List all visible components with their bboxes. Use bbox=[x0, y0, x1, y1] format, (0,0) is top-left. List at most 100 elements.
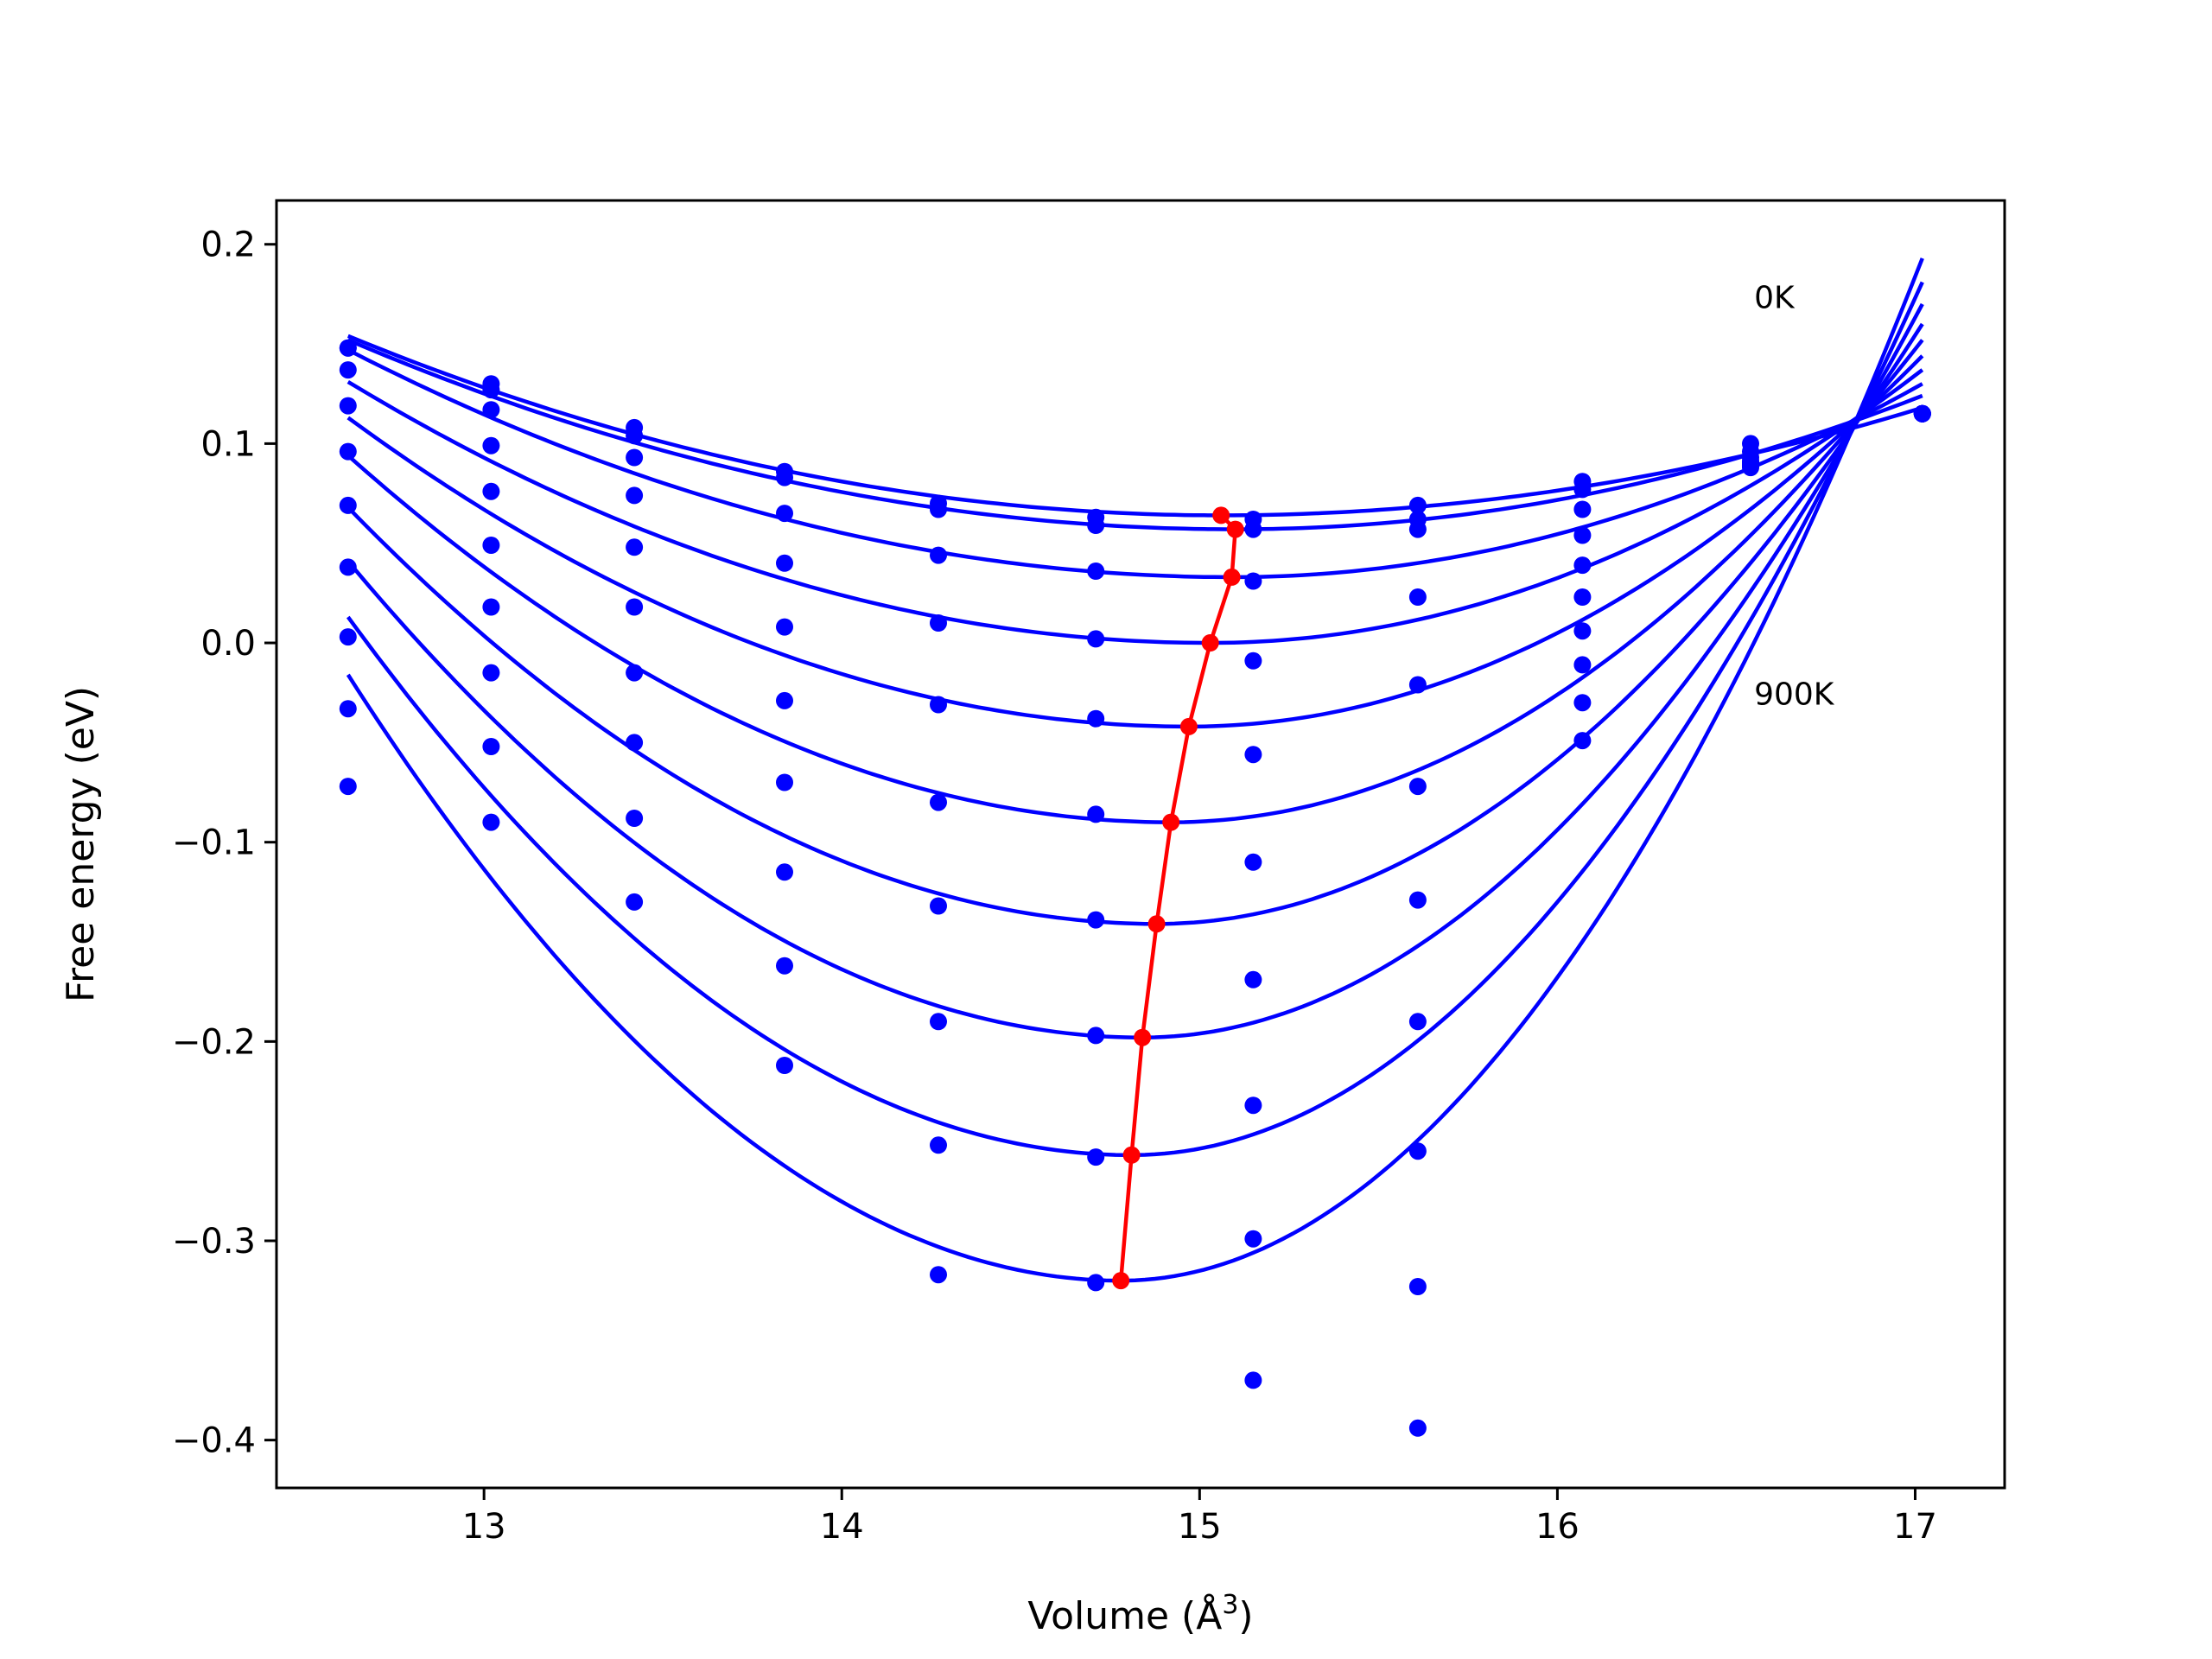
data-point-4-3 bbox=[776, 618, 793, 636]
data-point-4-8 bbox=[1573, 556, 1592, 575]
data-point-6-6 bbox=[1244, 970, 1262, 988]
data-point-7-1 bbox=[482, 664, 500, 682]
data-point-7-8 bbox=[1573, 656, 1592, 674]
y-tick-label-5: −0.3 bbox=[172, 1222, 256, 1262]
data-point-3-5 bbox=[1087, 630, 1105, 648]
data-point-8-0 bbox=[339, 700, 357, 718]
data-point-5-4 bbox=[930, 793, 947, 811]
data-point-4-0 bbox=[339, 442, 357, 461]
fit-curve-1 bbox=[346, 338, 1923, 531]
data-point-7-2 bbox=[626, 734, 644, 752]
data-point-5-1 bbox=[482, 537, 500, 554]
data-point-8-7 bbox=[1408, 1142, 1427, 1160]
data-point-9-2 bbox=[626, 893, 644, 911]
data-point-4-2 bbox=[626, 538, 644, 556]
data-point-8-3 bbox=[776, 957, 793, 975]
data-point-5-8 bbox=[1573, 588, 1592, 606]
data-point-1-0 bbox=[339, 339, 357, 357]
x-axis-label-main: Volume (Å bbox=[1027, 1592, 1222, 1638]
data-point-6-2 bbox=[626, 664, 644, 682]
data-point-9-10 bbox=[1913, 404, 1931, 423]
y-tick-label-3: −0.1 bbox=[172, 823, 256, 863]
data-point-9-9 bbox=[1742, 459, 1759, 477]
fit-curve-2 bbox=[346, 347, 1923, 580]
data-point-7-6 bbox=[1244, 1096, 1262, 1115]
data-point-9-6 bbox=[1244, 1371, 1262, 1389]
data-point-8-4 bbox=[930, 1136, 947, 1154]
data-point-6-1 bbox=[482, 598, 500, 616]
data-point-2-8 bbox=[1573, 500, 1592, 518]
minimum-point-9 bbox=[1112, 1272, 1130, 1290]
y-axis-label: Free energy (eV) bbox=[59, 686, 103, 1002]
data-point-1-5 bbox=[1087, 517, 1105, 534]
data-point-8-8 bbox=[1573, 694, 1592, 712]
data-point-2-0 bbox=[339, 361, 357, 379]
temperature-annotations: 0K 900K bbox=[1754, 281, 1835, 713]
data-point-5-6 bbox=[1244, 853, 1262, 871]
minimum-point-3 bbox=[1201, 634, 1219, 652]
x-tick-label-1: 14 bbox=[820, 1507, 864, 1547]
data-point-4-7 bbox=[1408, 676, 1427, 694]
data-point-3-7 bbox=[1408, 588, 1427, 606]
data-point-5-7 bbox=[1408, 778, 1427, 796]
data-point-4-1 bbox=[482, 482, 500, 500]
data-point-7-5 bbox=[1087, 1027, 1105, 1045]
data-point-9-8 bbox=[1573, 732, 1592, 750]
x-axis-ticks: 13 14 15 16 17 bbox=[462, 1488, 1937, 1547]
data-point-6-3 bbox=[776, 773, 793, 791]
y-tick-label-2: 0.0 bbox=[200, 624, 256, 664]
data-point-2-7 bbox=[1408, 520, 1427, 538]
data-point-1-2 bbox=[626, 427, 644, 445]
minimum-point-4 bbox=[1179, 717, 1198, 735]
data-point-1-3 bbox=[776, 468, 793, 486]
y-tick-label-6: −0.4 bbox=[172, 1421, 256, 1461]
data-point-3-6 bbox=[1244, 652, 1262, 670]
data-point-3-8 bbox=[1573, 526, 1592, 544]
data-point-extra-0 bbox=[1408, 1419, 1427, 1437]
data-point-8-1 bbox=[482, 738, 500, 755]
data-point-9-3 bbox=[776, 1057, 793, 1074]
x-tick-label-3: 16 bbox=[1535, 1507, 1580, 1547]
data-point-7-3 bbox=[776, 863, 793, 881]
fit-curve-4 bbox=[346, 354, 1924, 729]
data-point-2-5 bbox=[1087, 563, 1105, 580]
data-point-1-4 bbox=[930, 500, 947, 518]
data-point-3-3 bbox=[776, 554, 793, 572]
x-tick-label-2: 15 bbox=[1178, 1507, 1222, 1547]
data-points bbox=[339, 339, 1931, 1437]
y-tick-label-1: 0.1 bbox=[200, 424, 256, 464]
fit-curve-6 bbox=[346, 322, 1924, 926]
data-point-1-1 bbox=[482, 381, 500, 399]
data-point-6-5 bbox=[1087, 911, 1105, 929]
data-point-5-0 bbox=[339, 496, 357, 514]
data-point-2-3 bbox=[776, 505, 793, 523]
data-point-9-4 bbox=[930, 1266, 947, 1284]
y-tick-label-4: −0.2 bbox=[172, 1022, 256, 1062]
minimum-line bbox=[1118, 513, 1238, 1281]
data-point-3-1 bbox=[482, 436, 500, 454]
x-tick-label-4: 17 bbox=[1893, 1507, 1937, 1547]
minimum-point-1 bbox=[1226, 520, 1244, 538]
minimum-point-6 bbox=[1147, 915, 1166, 933]
x-tick-label-0: 13 bbox=[462, 1507, 506, 1547]
annotation-0: 0K bbox=[1754, 281, 1796, 316]
data-point-8-2 bbox=[626, 810, 644, 827]
data-point-8-5 bbox=[1087, 1148, 1105, 1166]
data-point-8-6 bbox=[1244, 1230, 1262, 1248]
minimum-point-5 bbox=[1162, 813, 1180, 831]
fit-curve-9 bbox=[346, 257, 1924, 1283]
data-point-3-0 bbox=[339, 397, 357, 415]
data-point-6-7 bbox=[1408, 891, 1427, 909]
y-axis-ticks: 0.2 0.1 0.0 −0.1 −0.2 −0.3 −0.4 bbox=[172, 226, 276, 1461]
minimum-point-2 bbox=[1223, 568, 1241, 586]
data-point-1-6 bbox=[1244, 520, 1262, 538]
annotation-1: 900K bbox=[1754, 677, 1835, 713]
data-point-9-1 bbox=[482, 813, 500, 831]
data-point-9-7 bbox=[1408, 1278, 1427, 1295]
x-axis-label-close: ) bbox=[1238, 1594, 1253, 1638]
data-point-7-7 bbox=[1408, 1013, 1427, 1031]
data-point-6-4 bbox=[930, 897, 947, 915]
data-point-5-3 bbox=[776, 691, 793, 709]
x-axis-label-superscript: 3 bbox=[1222, 1590, 1238, 1620]
